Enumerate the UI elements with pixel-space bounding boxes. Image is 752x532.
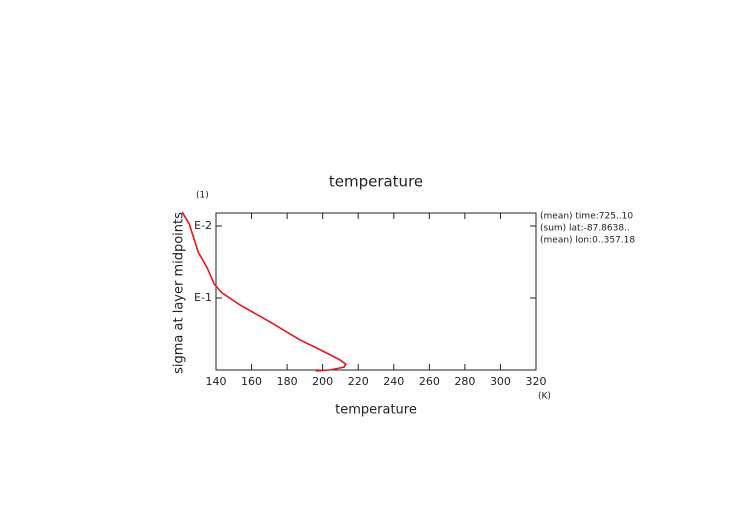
x-tick-label: 220	[348, 375, 369, 388]
annotation: (mean) lon:0..357.18	[540, 236, 635, 246]
annotation: (sum) lat:-87.8638..	[540, 224, 630, 234]
x-tick-label: 320	[526, 375, 547, 388]
x-tick-label: 200	[312, 375, 333, 388]
plot-frame	[215, 212, 537, 371]
x-unit: (K)	[538, 392, 551, 402]
chart-title: temperature	[329, 173, 423, 191]
data-line	[181, 211, 347, 372]
x-tick-label: 160	[241, 375, 262, 388]
x-tick-label: 140	[206, 375, 227, 388]
x-tick-label: 280	[454, 375, 475, 388]
y-unit: (1)	[196, 191, 209, 201]
x-tick-label: 180	[277, 375, 298, 388]
y-axis-label: sigma at layer midpoints	[172, 212, 187, 374]
x-tick-label: 300	[490, 375, 511, 388]
x-tick-label: 240	[383, 375, 404, 388]
annotation: (mean) time:725..10	[540, 212, 633, 222]
x-tick-label: 260	[419, 375, 440, 388]
y-tick-label: E-1	[194, 291, 212, 304]
y-tick-label: E-2	[194, 219, 212, 232]
x-axis-label: temperature	[335, 403, 417, 418]
